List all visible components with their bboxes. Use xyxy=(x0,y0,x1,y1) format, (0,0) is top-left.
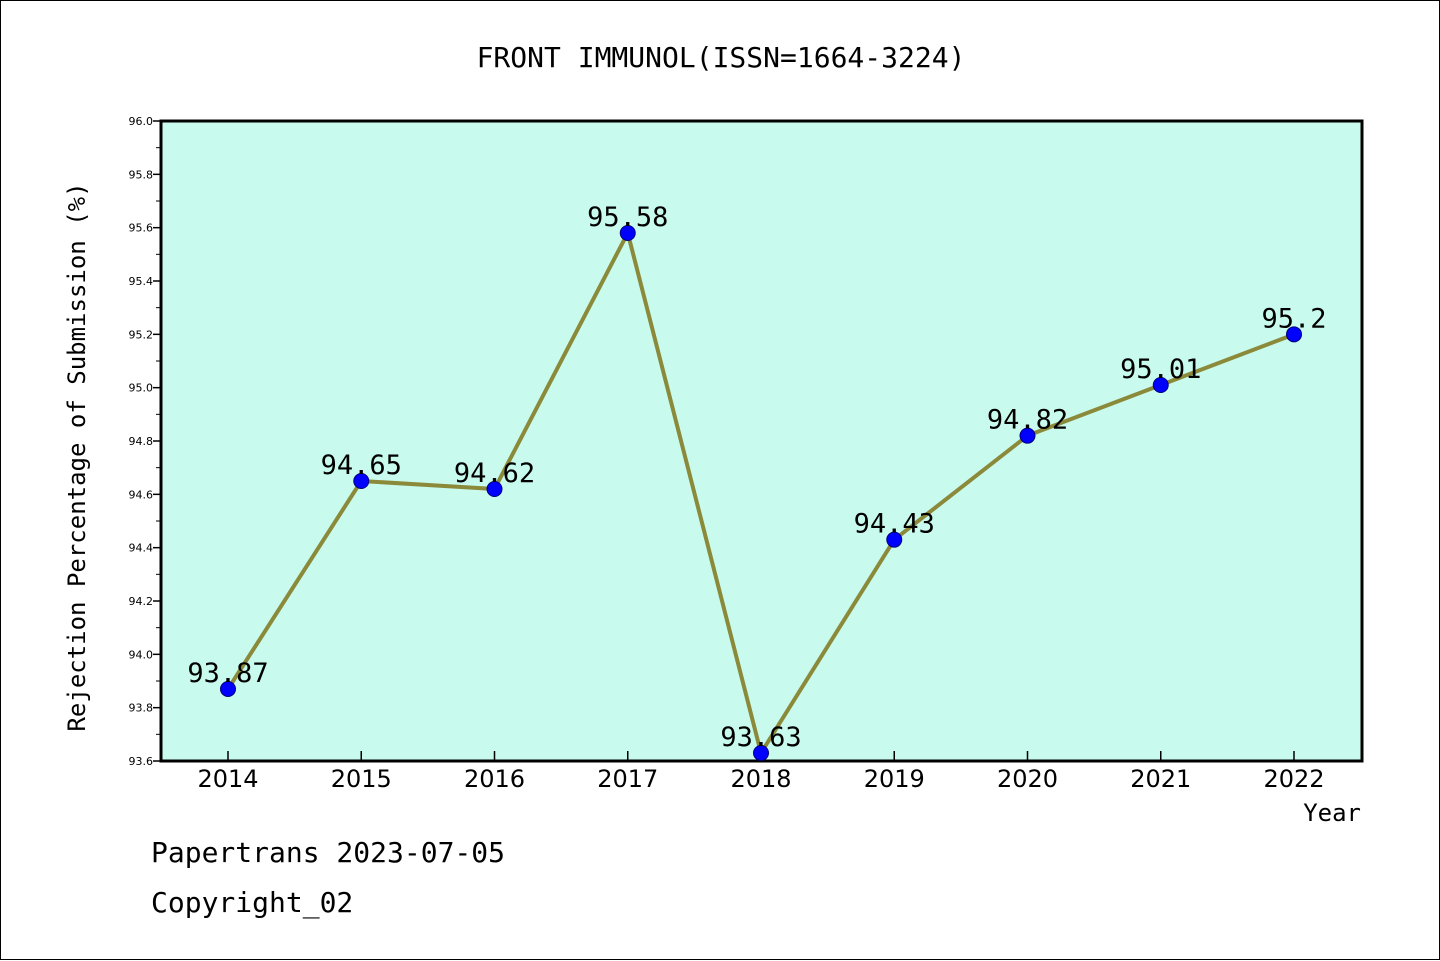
y-tick-label: 94.0 xyxy=(129,648,154,661)
series-group: 93.87 94.65 94.62 95.58 93.63 94.43 94.82 95.01… xyxy=(187,202,1327,761)
y-axis: 93.6 93.8 94.0 94.2 94.4 94.6 94.8 95.0 95.2 95.4… xyxy=(129,115,161,768)
plot-area xyxy=(159,119,1364,763)
data-label: 94.65 xyxy=(321,450,402,481)
x-tick-label: 2014 xyxy=(197,765,258,793)
y-tick-label: 94.4 xyxy=(129,542,154,555)
x-tick-label: 2022 xyxy=(1263,765,1324,793)
y-tick-label: 94.6 xyxy=(129,488,154,501)
data-point xyxy=(486,481,503,497)
y-tick-label: 94.8 xyxy=(129,435,154,448)
x-tick-label: 2021 xyxy=(1130,765,1191,793)
data-label: 94.43 xyxy=(854,509,935,540)
data-label: 93.87 xyxy=(187,658,268,689)
data-point xyxy=(220,681,236,697)
y-axis-label: Rejection Percentage of Submission (%) xyxy=(63,182,91,731)
y-tick-label: 93.8 xyxy=(129,702,154,715)
x-tick-label: 2017 xyxy=(597,765,658,793)
chart-title: FRONT IMMUNOL(ISSN=1664-3224) xyxy=(477,41,966,74)
data-point xyxy=(886,531,903,548)
x-tick-label: 2018 xyxy=(730,765,791,793)
data-point xyxy=(1152,377,1169,393)
data-label: 95.2 xyxy=(1261,303,1326,334)
data-label: 94.62 xyxy=(454,458,535,489)
footer-copyright: Copyright_02 xyxy=(151,886,354,919)
y-tick-label: 95.2 xyxy=(129,328,154,341)
x-tick-label: 2016 xyxy=(464,765,525,793)
data-point xyxy=(753,745,769,761)
x-tick-label: 2019 xyxy=(864,765,925,793)
data-point xyxy=(353,473,370,489)
data-label: 95.58 xyxy=(587,202,668,233)
data-point xyxy=(1019,427,1036,444)
y-tick-label: 95.4 xyxy=(129,275,154,288)
data-label: 94.82 xyxy=(987,405,1068,436)
y-tick-label: 93.6 xyxy=(129,755,154,768)
y-tick-label: 94.2 xyxy=(129,595,154,608)
x-axis: 2014 2015 2016 2017 2018 2019 2020 2021 2022 xyxy=(197,751,1325,793)
y-tick-label: 95.0 xyxy=(129,382,154,395)
data-label: 95.01 xyxy=(1120,354,1201,385)
x-tick-label: 2020 xyxy=(997,765,1058,793)
y-tick-label: 95.8 xyxy=(129,168,154,181)
y-tick-label: 96.0 xyxy=(129,115,154,128)
y-tick-label: 95.6 xyxy=(129,222,154,235)
x-tick-label: 2015 xyxy=(331,765,392,793)
x-axis-label: Year xyxy=(1303,799,1361,827)
data-point xyxy=(1286,326,1302,343)
data-point xyxy=(619,225,636,241)
footer-credit: Papertrans 2023-07-05 xyxy=(151,836,506,869)
data-label: 93.63 xyxy=(720,722,801,753)
